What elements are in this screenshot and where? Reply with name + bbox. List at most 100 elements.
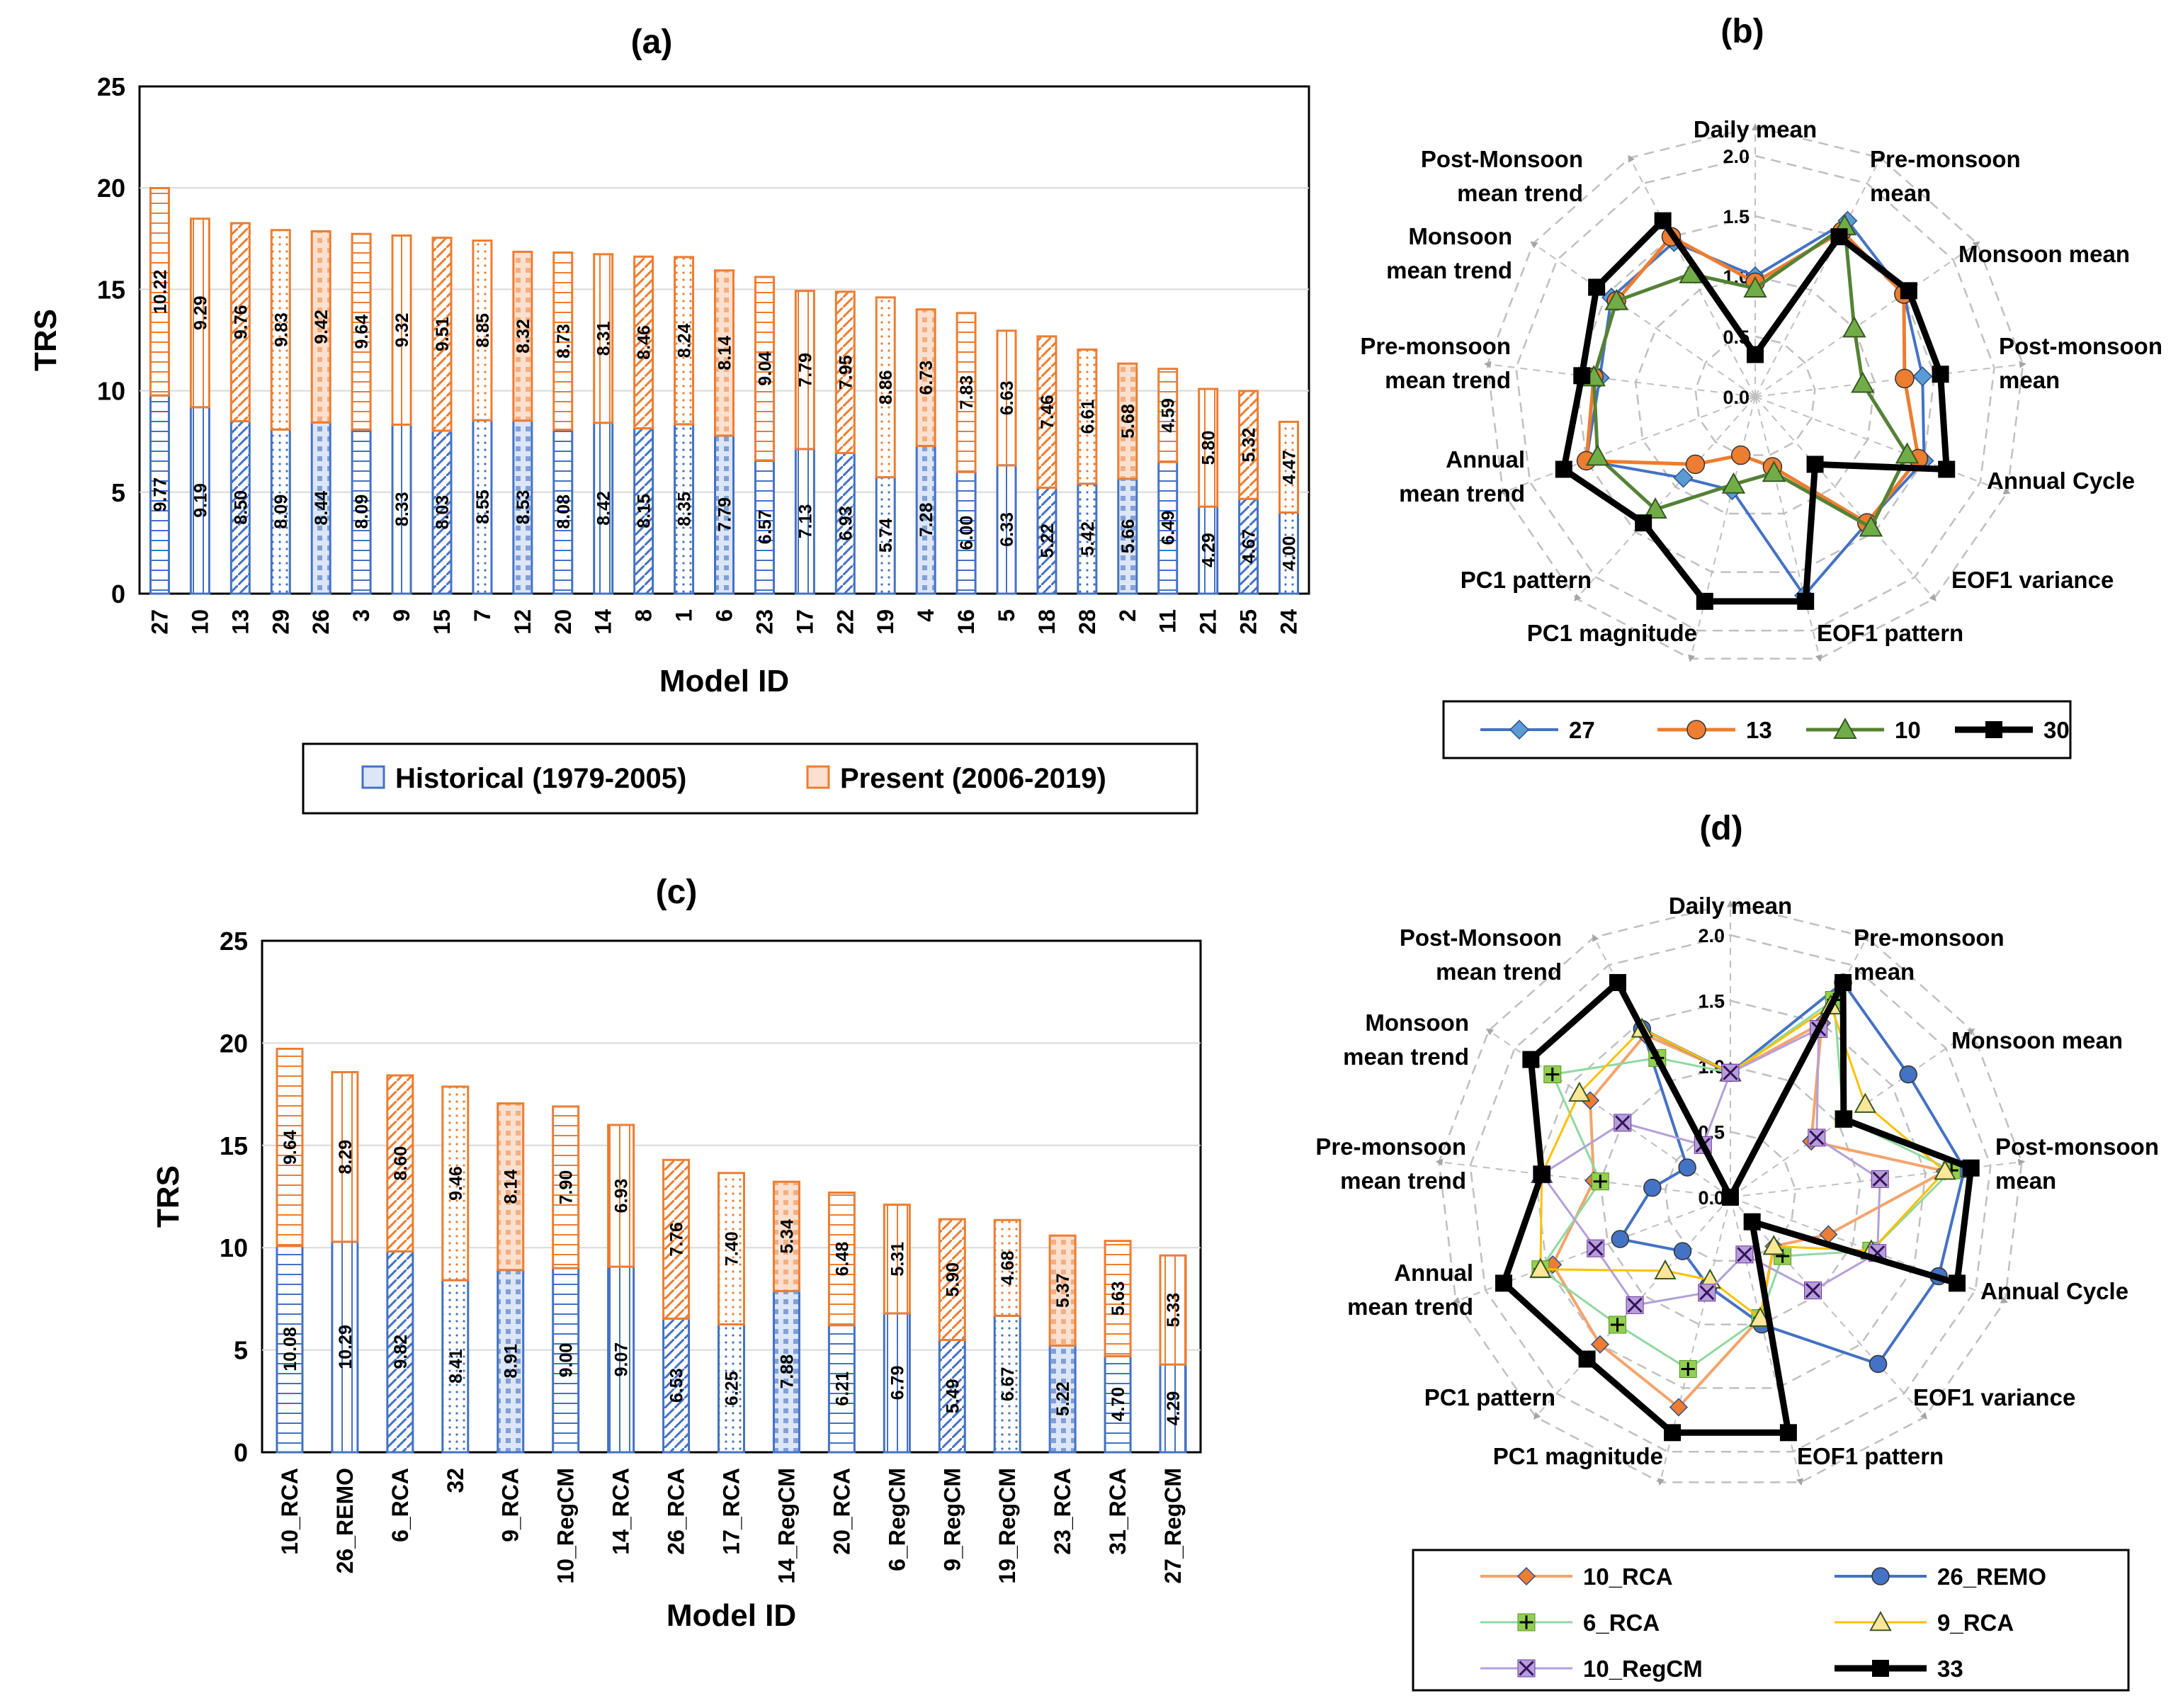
radar-axis-label: PC1 magnitude — [1527, 620, 1697, 646]
radar-point — [1871, 1170, 1889, 1188]
radar-point — [1743, 276, 1767, 298]
radar-spoke — [1754, 396, 1937, 601]
marker-plus — [1593, 1175, 1607, 1189]
radar-point — [1895, 442, 1920, 464]
radar-point — [1722, 1189, 1739, 1206]
bar-present — [834, 290, 856, 455]
radar-series-30 — [1555, 212, 1956, 610]
y-tick-label: 25 — [97, 72, 125, 101]
radar-point — [1529, 1257, 1552, 1278]
radar-point — [1859, 515, 1883, 537]
radar-point — [1962, 1159, 1980, 1177]
bar-present — [674, 256, 695, 426]
data-label-present: 7.76 — [667, 1222, 687, 1257]
data-label-historical: 5.22 — [1053, 1381, 1073, 1416]
data-label-historical: 9.19 — [191, 483, 210, 518]
x-tick-label: 20 — [550, 609, 576, 635]
x-tick-label: 9_RegCM — [939, 1468, 965, 1571]
radar-series-line — [1560, 215, 1951, 605]
x-tick-label: 6 — [712, 609, 737, 622]
radar-spoke — [1754, 361, 2026, 397]
x-tick-label: 2 — [1115, 609, 1140, 622]
radar-point — [1643, 1178, 1662, 1197]
radar-spoke — [1754, 154, 1883, 397]
radar-point — [1654, 212, 1672, 230]
radar-series-26_REMO — [1611, 973, 1974, 1374]
radar-axis-label: Annual mean trend — [1347, 1260, 1473, 1320]
x-tick-label: 24 — [1276, 609, 1302, 635]
radar-tick-label: 0.0 — [1723, 387, 1750, 408]
radar-point — [1590, 1335, 1610, 1354]
bar-historical — [331, 1240, 359, 1454]
data-label-present: 5.68 — [1118, 404, 1138, 439]
x-tick-label: 21 — [1196, 609, 1221, 635]
radar-point — [1609, 973, 1626, 991]
radar-point — [1673, 468, 1694, 488]
radar-point — [1685, 454, 1706, 475]
radar-axis-label: Daily mean — [1694, 116, 1817, 142]
bar-present — [996, 329, 1017, 467]
data-label-historical: 4.29 — [1164, 1391, 1184, 1426]
bar-historical — [552, 429, 574, 595]
x-tick-label: 6_RegCM — [884, 1468, 909, 1571]
bar-present — [1117, 362, 1138, 480]
radar-point — [1730, 445, 1751, 465]
legend-label: 10_RCA — [1583, 1563, 1673, 1590]
bar-historical — [1036, 486, 1058, 595]
bar-historical — [189, 406, 210, 595]
x-tick-label: 28 — [1075, 609, 1100, 635]
x-tick-label: 10_RCA — [277, 1468, 302, 1555]
data-label-historical: 8.41 — [446, 1349, 466, 1384]
y-tick-label: 20 — [97, 174, 125, 203]
legend-d: 10_RCA 26_REMO 6_RCA 9_RCA 10_RegCM 33 — [1412, 1549, 2130, 1692]
x-tick-label: 7 — [470, 609, 495, 622]
data-label-present: 9.29 — [191, 295, 210, 330]
radar-point — [1585, 444, 1610, 466]
bar-present — [270, 229, 291, 431]
y-tick-label: 0 — [111, 579, 125, 609]
marker-cross — [1615, 1115, 1631, 1131]
legend-marker — [1869, 1610, 1892, 1631]
radar-point — [1522, 1051, 1540, 1068]
x-tick-label: 10 — [187, 609, 212, 635]
bar-present — [391, 234, 412, 426]
data-label-historical: 8.50 — [231, 490, 251, 525]
data-label-present: 6.93 — [612, 1179, 632, 1214]
bar-present — [1157, 368, 1179, 463]
panel-c-title: (c) — [656, 873, 698, 911]
radar-axis-label: EOF1 pattern — [1797, 1443, 1944, 1469]
x-tick-label: 26_RCA — [664, 1468, 689, 1555]
radar-axis-label: PC1 magnitude — [1493, 1443, 1663, 1469]
radar-tick-label: 2.0 — [1698, 925, 1725, 946]
data-label-historical: 9.00 — [557, 1343, 577, 1378]
data-label-present: 9.46 — [446, 1166, 466, 1201]
x-tick-label: 15 — [429, 609, 455, 635]
radar-tick-label: 1.5 — [1698, 991, 1725, 1012]
legend-marker — [1517, 1613, 1536, 1631]
marker-cross — [1809, 1130, 1825, 1146]
bar-historical — [431, 429, 453, 595]
radar-series-line — [1584, 218, 1926, 598]
bar-present — [662, 1158, 691, 1320]
bar-present — [938, 1218, 966, 1341]
radar-spoke — [1754, 241, 1980, 397]
radar-point — [1938, 460, 1956, 478]
x-tick-label: 9_RCA — [498, 1468, 523, 1542]
legend-marker — [1985, 721, 2002, 738]
data-label-present: 7.79 — [795, 353, 815, 388]
bar-present — [229, 222, 251, 423]
radar-axis-label: PC1 pattern — [1424, 1384, 1555, 1410]
radar-axis-label: Annual Cycle — [1980, 1278, 2128, 1304]
radar-point — [1678, 1158, 1696, 1177]
data-label-present: 4.68 — [998, 1250, 1018, 1285]
y-tick-label: 15 — [220, 1131, 248, 1160]
radar-series-6_RCA — [1531, 991, 1961, 1378]
radar-point — [1533, 1165, 1550, 1183]
bar-present — [497, 1102, 525, 1272]
radar-point — [1743, 1213, 1761, 1231]
y-axis-label: TRS — [28, 309, 63, 371]
bar-historical — [1077, 482, 1098, 595]
data-label-present: 8.85 — [473, 313, 493, 348]
